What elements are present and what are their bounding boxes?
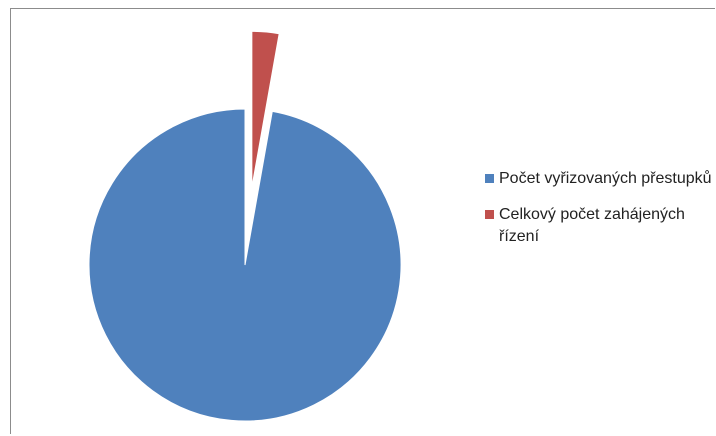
legend-label: Celkový počet zahájených řízení [499, 206, 685, 245]
legend-swatch [485, 210, 494, 219]
legend-item-rizeni: Celkový počet zahájených řízení [485, 204, 715, 248]
chart-area [10, 8, 715, 434]
pie-slice-rizeni [251, 30, 280, 188]
legend: Počet vyřizovaných přestupků Celkový poč… [485, 168, 715, 262]
pie-slice-prestupky [88, 108, 402, 422]
legend-item-prestupky: Počet vyřizovaných přestupků [485, 168, 715, 190]
legend-swatch [485, 174, 494, 183]
legend-label: Počet vyřizovaných přestupků [499, 170, 712, 187]
